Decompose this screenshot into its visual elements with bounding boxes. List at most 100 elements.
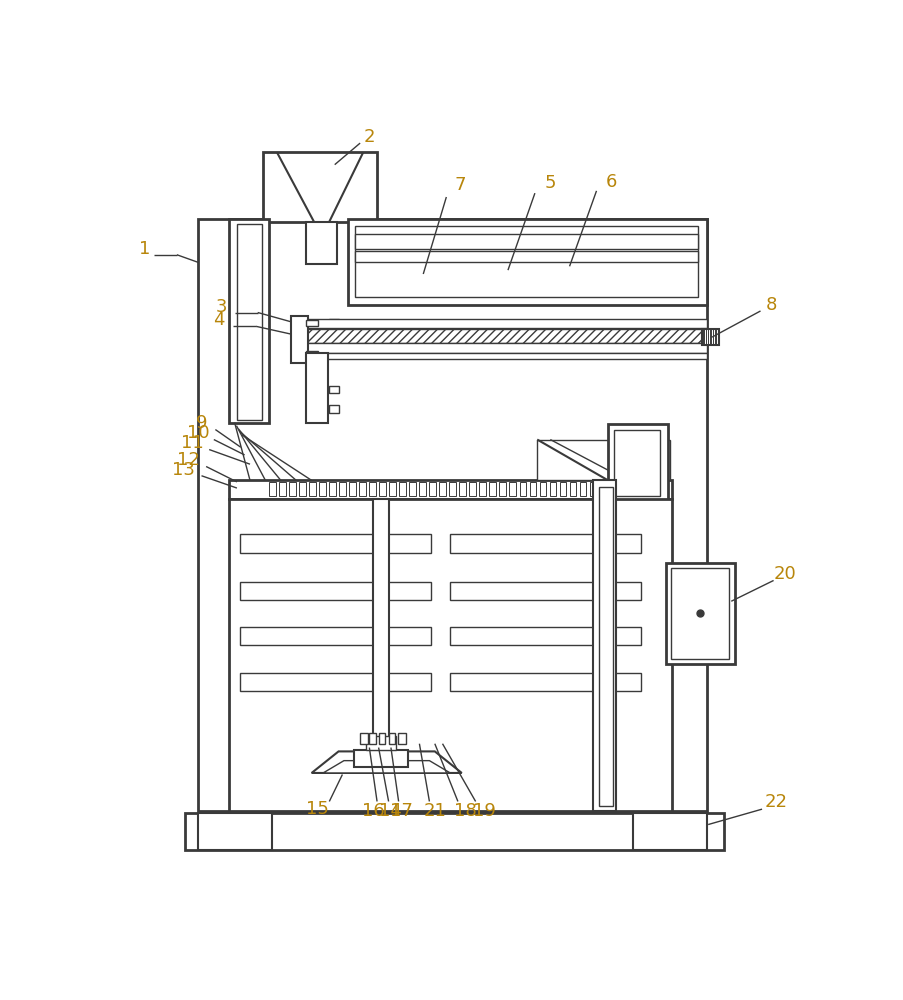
Text: 14: 14 [379,802,402,820]
Bar [559,482,566,496]
Bar [633,813,706,850]
Bar [298,319,706,328]
Text: 2: 2 [363,128,375,146]
Bar [359,482,366,496]
Text: 5: 5 [544,174,555,192]
Bar [306,320,318,326]
Bar [369,482,376,496]
Bar [589,482,596,496]
Text: 17: 17 [390,802,413,820]
Bar [319,482,326,496]
Bar [469,482,476,496]
Bar [329,482,336,496]
Bar [702,329,718,345]
Bar [184,813,722,850]
Bar [373,499,388,772]
Bar [291,316,307,363]
Bar [579,482,586,496]
Bar [354,750,407,767]
Bar [666,563,734,664]
Bar [489,482,496,496]
Bar [239,627,431,645]
Text: 10: 10 [187,424,209,442]
Bar [389,482,396,496]
Bar [306,353,328,423]
Bar [239,534,431,553]
Bar [378,733,385,744]
Bar [306,329,702,343]
Text: 21: 21 [423,802,446,820]
Bar [329,319,339,326]
Bar [419,482,426,496]
Bar [355,251,697,262]
Bar [450,534,640,553]
Bar [379,482,386,496]
Bar [359,733,368,744]
Bar [369,733,375,744]
Bar [388,733,395,744]
Bar [339,482,346,496]
Bar [349,482,356,496]
Bar [449,482,456,496]
Bar [306,222,337,264]
Bar [239,582,431,600]
Ellipse shape [681,589,718,636]
Bar [306,351,318,357]
Bar [229,480,671,499]
Bar [229,499,671,811]
Bar [299,482,306,496]
Text: 3: 3 [216,298,227,316]
Bar [269,482,276,496]
Bar [549,482,556,496]
Bar [639,482,646,496]
Bar [298,328,315,351]
Bar [409,482,416,496]
Text: 11: 11 [181,434,203,452]
Bar [598,487,612,806]
Bar [519,482,526,496]
Bar [309,482,316,496]
Bar [429,482,436,496]
Bar [609,482,616,496]
Bar [599,482,606,496]
Bar [439,482,446,496]
Text: 6: 6 [606,173,617,191]
Bar [450,627,640,645]
Text: 4: 4 [213,311,225,329]
Bar [450,582,640,600]
Bar [198,813,271,850]
Text: 7: 7 [454,176,465,194]
Bar [499,482,506,496]
Bar [198,219,706,811]
Bar [237,224,261,420]
Bar [569,482,576,496]
Bar [450,673,640,691]
Bar [365,736,396,750]
Bar [239,673,431,691]
Bar [329,405,339,413]
Bar [329,339,339,347]
Text: 13: 13 [172,461,194,479]
Bar [298,343,706,353]
Bar [399,482,405,496]
Bar [397,733,405,744]
Bar [628,482,636,496]
Text: 8: 8 [765,296,776,314]
Bar [670,568,728,659]
Bar [529,482,535,496]
Bar [619,482,626,496]
Text: 20: 20 [773,565,796,583]
Bar [298,353,706,359]
Polygon shape [312,751,461,773]
Bar [289,482,296,496]
Bar [355,226,697,297]
Text: 18: 18 [453,802,477,820]
Bar [279,482,286,496]
Bar [355,234,697,249]
Text: 1: 1 [139,240,150,258]
Text: 9: 9 [196,414,207,432]
Bar [592,480,615,811]
Polygon shape [322,761,450,773]
Bar [509,482,516,496]
Polygon shape [536,440,669,480]
